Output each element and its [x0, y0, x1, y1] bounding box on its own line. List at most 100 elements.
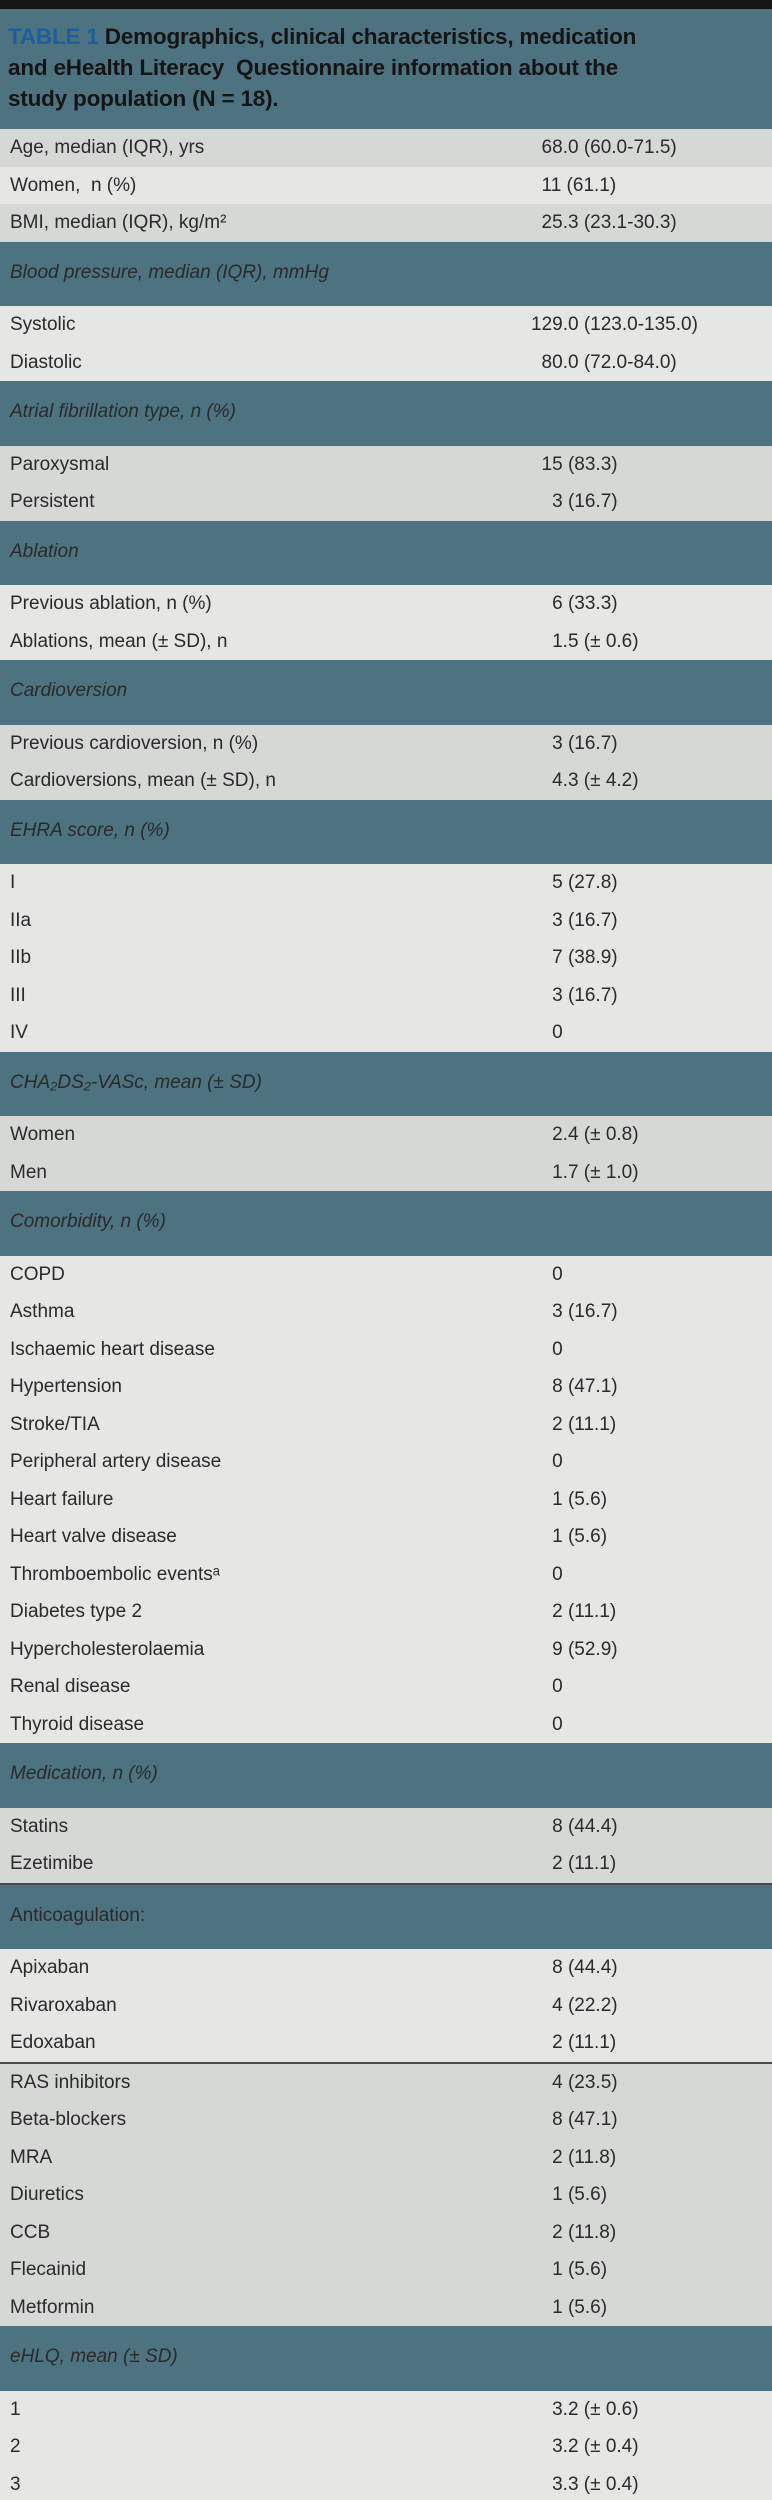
- table-section: Medication, n (%) Statins 8 (44.4) Ezetimi…: [0, 1743, 772, 1883]
- row-value: 4 (22.2): [531, 1994, 618, 2016]
- row-value: 2 (11.1): [531, 1413, 617, 1435]
- row-value: 1 (5.6): [531, 1488, 608, 1510]
- row-label: Cardioversions, mean (± SD), n: [10, 770, 276, 791]
- row-label: III: [10, 984, 26, 1006]
- row-value: 3 (16.7): [531, 491, 618, 512]
- row-label: Ischaemic heart disease: [10, 1338, 215, 1360]
- section-divider-rule: [0, 1882, 772, 1885]
- row-label: Heart failure: [10, 1488, 114, 1510]
- table-row: 2 3.2 (± 0.4): [0, 2428, 772, 2466]
- row-label: Cardioversion: [10, 680, 128, 701]
- row-value: 3.3 (± 0.4): [531, 2473, 639, 2495]
- row-label: Ablations, mean (± SD), n: [10, 630, 228, 652]
- row-value: 8 (44.4): [531, 1957, 618, 1978]
- row-label: Age, median (IQR), yrs: [10, 137, 205, 158]
- table-row: Previous cardioversion, n (%) 3 (16.7): [0, 725, 772, 763]
- row-value: 2 (11.1): [531, 1601, 617, 1622]
- table-row: Systolic 129.0 (123.0-135.0): [0, 306, 772, 344]
- table-row: Heart valve disease 1 (5.6): [0, 1518, 772, 1556]
- table-row: BMI, median (IQR), kg/m² 25.3 (23.1-30.3…: [0, 204, 772, 242]
- section-header-row: Medication, n (%): [0, 1743, 772, 1808]
- row-label: IV: [10, 1022, 28, 1043]
- table-section: CHA₂DS₂-VASc, mean (± SD) Women 2.4 (± 0.…: [0, 1051, 772, 1192]
- table-row: Thyroid disease 0: [0, 1706, 772, 1744]
- top-black-bar: [0, 0, 772, 9]
- table-section: EHRA score, n (%) I 5 (27.8) IIa 3 (16.7) I…: [0, 799, 772, 1052]
- table-header: TABLE 1 Demographics, clinical character…: [0, 9, 772, 129]
- row-label: Men: [10, 1161, 47, 1183]
- row-label: Paroxysmal: [10, 453, 110, 475]
- row-value: 1.7 (± 1.0): [531, 1161, 639, 1183]
- row-value: 68.0 (60.0-71.5): [531, 137, 677, 158]
- table-row: Diastolic 80.0 (72.0-84.0): [0, 344, 772, 382]
- row-label: EHRA score, n (%): [10, 819, 170, 841]
- table-row: Diabetes type 2 2 (11.1): [0, 1593, 772, 1631]
- row-label: Flecainid: [10, 2259, 87, 2280]
- section-header-row: eHLQ, mean (± SD): [0, 2326, 772, 2391]
- row-value: 3 (16.7): [531, 1301, 618, 1322]
- section-header-row: EHRA score, n (%): [0, 799, 772, 864]
- row-label: Systolic: [10, 314, 76, 335]
- row-label: 3: [10, 2473, 21, 2495]
- table-section: Atrial fibrillation type, n (%) Paroxysma…: [0, 381, 772, 521]
- row-value: 3 (16.7): [531, 909, 618, 931]
- row-label: 1: [10, 2398, 21, 2420]
- table-section: Age, median (IQR), yrs 68.0 (60.0-71.5): [0, 129, 772, 167]
- row-value: 129.0 (123.0-135.0): [531, 314, 698, 335]
- row-label: I: [10, 872, 16, 893]
- row-label: Peripheral artery disease: [10, 1451, 222, 1472]
- table-row: Previous ablation, n (%) 6 (33.3): [0, 585, 772, 623]
- table-section: Ablation Previous ablation, n (%) 6 (33.3…: [0, 520, 772, 660]
- table-section: Cardioversion Previous cardioversion, n (…: [0, 660, 772, 800]
- row-value: 25.3 (23.1-30.3): [531, 212, 677, 233]
- row-label: Hypercholesterolaemia: [10, 1638, 205, 1660]
- table-row: I 5 (27.8): [0, 864, 772, 902]
- row-label: Thyroid disease: [10, 1713, 145, 1735]
- row-label: CHA₂DS₂-VASc, mean (± SD): [10, 1071, 262, 1093]
- section-header-row: Ablation: [0, 520, 772, 585]
- row-label: MRA: [10, 2146, 53, 2168]
- table-row: Rivaroxaban 4 (22.2): [0, 1987, 772, 2025]
- row-value: 2 (11.8): [531, 2221, 617, 2243]
- row-value: 4.3 (± 4.2): [531, 770, 639, 791]
- table-row: Renal disease 0: [0, 1668, 772, 1706]
- table-row: Men 1.7 (± 1.0): [0, 1154, 772, 1192]
- table-row: Persistent 3 (16.7): [0, 483, 772, 521]
- section-header-row: Anticoagulation:: [0, 1884, 772, 1949]
- table-row: Statins 8 (44.4): [0, 1808, 772, 1846]
- row-value: 80.0 (72.0-84.0): [531, 351, 677, 373]
- row-label: Asthma: [10, 1301, 75, 1322]
- table-row: Cardioversions, mean (± SD), n 4.3 (± 4.…: [0, 762, 772, 800]
- row-value: 8 (47.1): [531, 1376, 618, 1397]
- row-value: 6 (33.3): [531, 593, 618, 614]
- table-title-text: Demographics, clinical characteristics, …: [98, 24, 637, 49]
- row-label: CCB: [10, 2221, 51, 2243]
- row-value: 1 (5.6): [531, 1526, 608, 1547]
- table-row: III 3 (16.7): [0, 977, 772, 1015]
- table-row: Apixaban 8 (44.4): [0, 1949, 772, 1987]
- row-label: Rivaroxaban: [10, 1994, 117, 2016]
- table-title-line-2: and eHealth Literacy Questionnaire infor…: [8, 55, 618, 80]
- table-row: Flecainid 1 (5.6): [0, 2251, 772, 2289]
- row-label: Statins: [10, 1815, 69, 1837]
- row-value: 0: [531, 1451, 563, 1472]
- table-row: Metformin 1 (5.6): [0, 2289, 772, 2327]
- section-header-row: CHA₂DS₂-VASc, mean (± SD): [0, 1051, 772, 1116]
- row-label: Diabetes type 2: [10, 1601, 143, 1622]
- table-row: Peripheral artery disease 0: [0, 1443, 772, 1481]
- section-header-row: Blood pressure, median (IQR), mmHg: [0, 241, 772, 306]
- table-row: Edoxaban 2 (11.1): [0, 2024, 772, 2062]
- row-value: 1 (5.6): [531, 2296, 608, 2318]
- table-section: BMI, median (IQR), kg/m² 25.3 (23.1-30.3…: [0, 204, 772, 242]
- row-label: IIb: [10, 947, 32, 968]
- row-value: 4 (23.5): [531, 2071, 618, 2093]
- row-value: 2 (11.8): [531, 2146, 617, 2168]
- row-label: Stroke/TIA: [10, 1413, 100, 1435]
- table-row: COPD 0: [0, 1256, 772, 1294]
- row-label: Beta-blockers: [10, 2109, 127, 2130]
- row-label: COPD: [10, 1263, 65, 1285]
- table-row: MRA 2 (11.8): [0, 2139, 772, 2177]
- row-label: Women, n (%): [10, 174, 137, 196]
- table-row: Hypertension 8 (47.1): [0, 1368, 772, 1406]
